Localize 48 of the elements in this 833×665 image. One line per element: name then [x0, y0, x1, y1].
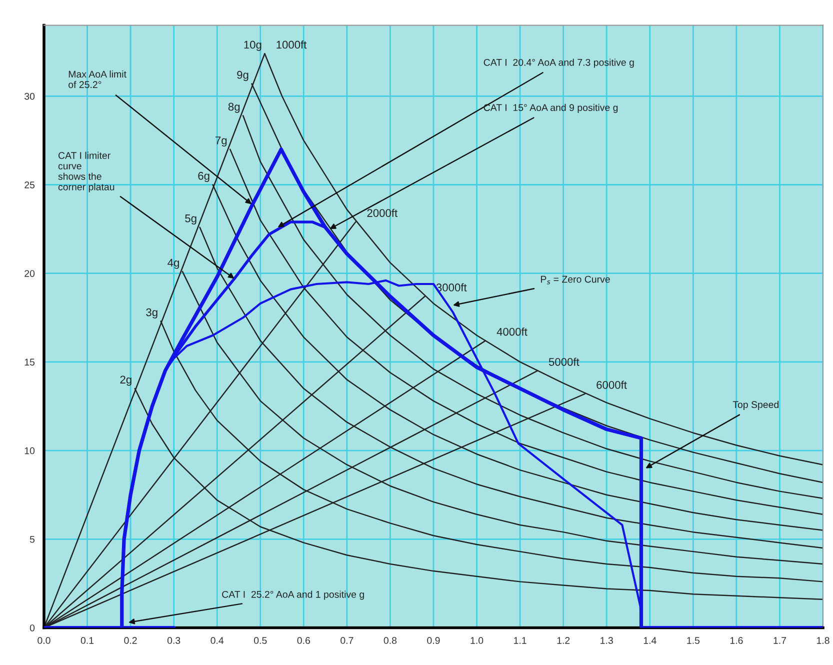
annotation: CAT I 25.2° AoA and 1 positive g: [222, 590, 364, 600]
series-label: 2g: [120, 376, 132, 386]
x-tick-label: 0.0: [38, 637, 50, 644]
y-tick-label: 15: [24, 358, 35, 366]
y-tick-label: 20: [24, 270, 35, 277]
series-label: 6000ft: [596, 380, 627, 389]
series-label: 5000ft: [548, 358, 580, 366]
x-tick-label: 0.1: [80, 637, 94, 644]
y-tick-label: 25: [24, 181, 35, 188]
annotation: Max AoA limit of 25.2°: [68, 70, 126, 88]
annotation: CAT I 15° AoA and 9 positive g: [484, 104, 618, 113]
series-label: 9g: [237, 70, 248, 81]
annotation: CAT I 20.4° AoA and 7.3 positive g: [484, 58, 634, 68]
x-tick-label: 0.6: [297, 637, 310, 644]
y-tick-label: 0: [30, 624, 35, 632]
series-label: 7g: [216, 136, 227, 147]
y-tick-label: 30: [24, 92, 35, 100]
x-tick-label: 1.5: [687, 637, 700, 644]
x-tick-label: 1.0: [470, 637, 484, 644]
x-tick-label: 1.2: [557, 637, 570, 644]
x-tick-label: 0.7: [340, 637, 354, 644]
annotation: CAT I limiter curve shows the corner platau: [58, 152, 114, 192]
y-tick-label: 5: [30, 536, 35, 543]
x-tick-label: 1.6: [730, 637, 743, 644]
x-tick-label: 1.1: [514, 637, 526, 644]
x-tick-label: 0.4: [210, 637, 224, 644]
annotation: Top Speed: [732, 400, 778, 410]
series-label: 4g: [168, 258, 179, 269]
series-label: 3000ft: [436, 283, 467, 292]
series-label: 4000ft: [496, 328, 528, 336]
x-tick-label: 0.9: [427, 637, 440, 644]
series-label: 10g: [244, 40, 262, 51]
series-label: 5g: [185, 214, 196, 225]
annotation: P$_{s}$ = Zero Curve: [541, 276, 610, 284]
x-tick-label: 0.8: [384, 637, 397, 644]
series-label: 2000ft: [367, 208, 398, 217]
y-tick-label: 10: [24, 447, 35, 454]
x-tick-label: 1.3: [600, 637, 613, 644]
x-tick-label: 0.5: [254, 637, 267, 644]
x-tick-label: 1.7: [774, 637, 786, 644]
x-tick-label: 0.2: [124, 637, 137, 644]
series-label: 1000ft: [276, 40, 307, 49]
x-tick-label: 1.4: [644, 637, 656, 644]
series-label: 3g: [146, 308, 158, 318]
x-tick-label: 1.8: [816, 637, 830, 644]
series-label: 6g: [198, 172, 210, 182]
x-tick-label: 0.3: [167, 637, 180, 644]
series-label: 8g: [228, 102, 240, 113]
